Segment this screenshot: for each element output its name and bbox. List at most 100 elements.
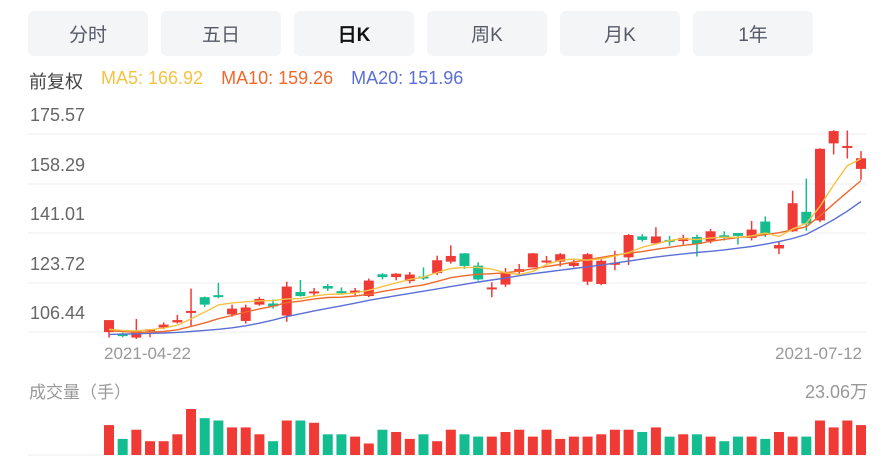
candle-body (104, 320, 114, 333)
volume-bar (131, 429, 142, 455)
volume-bar (678, 434, 689, 455)
volume-bar (637, 432, 648, 455)
candle-body (404, 274, 415, 282)
candle-body (172, 320, 183, 323)
volume-bar (172, 434, 183, 455)
volume-bar (650, 427, 661, 455)
volume-bar (801, 436, 812, 455)
volume-bar (719, 441, 730, 455)
volume-bar (555, 438, 566, 455)
volume-max-label: 23.06万 (804, 382, 868, 402)
volume-bar (268, 441, 279, 455)
volume-bar (773, 432, 784, 455)
candle-body (596, 260, 607, 284)
volume-bar (486, 436, 497, 455)
volume-bar (254, 434, 265, 455)
indicator-legend: 前复权 MA5: 166.92 MA10: 159.26 MA20: 151.9… (29, 68, 463, 94)
candle-body (199, 297, 210, 305)
ma10-legend: MA10: 159.26 (221, 68, 334, 88)
candle-body (801, 211, 812, 224)
adjust-mode-label[interactable]: 前复权 (29, 72, 83, 92)
volume-bar (418, 434, 429, 455)
volume-bar (541, 429, 552, 455)
volume-bar (473, 436, 484, 455)
volume-bar (363, 443, 374, 455)
tab-five-day[interactable]: 五日 (161, 11, 281, 56)
candle-body (268, 303, 279, 307)
candle-body (445, 255, 456, 262)
candle-body (158, 324, 169, 328)
candle-body (309, 291, 320, 294)
volume-bar (213, 420, 224, 455)
candle-body (678, 237, 689, 242)
tab-monthly-k[interactable]: 月K (560, 11, 680, 56)
candle-body (186, 310, 197, 313)
volume-bar (336, 434, 347, 455)
candle-body (637, 236, 648, 240)
tab-weekly-k[interactable]: 周K (427, 11, 547, 56)
candle-body (432, 260, 443, 274)
period-tabs: 分时 五日 日K 周K 月K 1年 (28, 11, 813, 56)
volume-bar (623, 429, 634, 455)
candle-body (486, 287, 497, 290)
y-tick-label: 123.72 (30, 254, 86, 274)
volume-bar (609, 429, 620, 455)
candle-body (254, 298, 265, 305)
ma5-legend: MA5: 166.92 (101, 68, 204, 88)
candle-body (322, 286, 333, 289)
candle-body (623, 235, 634, 258)
volume-bar (377, 429, 388, 455)
volume-bar (814, 420, 825, 455)
volume-bar (295, 420, 306, 455)
volume-bar (227, 427, 238, 455)
volume-bar (240, 427, 251, 455)
tab-intraday[interactable]: 分时 (28, 11, 148, 56)
candle-body (377, 274, 388, 278)
ma10-line (108, 180, 862, 334)
volume-bar (445, 429, 456, 455)
candle-body (391, 273, 402, 278)
ma20-line (108, 200, 862, 336)
volume-bar (514, 429, 525, 455)
volume-bar (596, 434, 607, 455)
candle-body (842, 145, 853, 148)
volume-bar (404, 438, 415, 455)
volume-bar (527, 436, 538, 455)
candle-body (773, 245, 784, 249)
volume-bar (199, 418, 210, 455)
candle-body (295, 292, 306, 297)
candle-body (787, 203, 798, 232)
volume-bar (459, 434, 470, 455)
candle-body (336, 291, 347, 294)
volume-title: 成交量（手） (29, 383, 131, 402)
volume-bar (432, 441, 443, 455)
volume-bar (582, 436, 593, 455)
volume-bar (500, 432, 511, 455)
candle-body (568, 262, 579, 266)
tab-daily-k[interactable]: 日K (294, 11, 414, 56)
candle-body (350, 290, 361, 293)
x-start-date: 2021-04-22 (104, 344, 191, 363)
candle-body (719, 235, 730, 238)
tab-one-year[interactable]: 1年 (693, 11, 813, 56)
y-tick-label: 106.44 (30, 303, 86, 323)
x-end-date: 2021-07-12 (775, 344, 862, 363)
candle-body (856, 158, 866, 169)
candle-body (814, 148, 825, 221)
candle-body (760, 221, 771, 235)
candle-body (555, 254, 566, 262)
volume-bar (842, 420, 853, 455)
candle-body (691, 237, 702, 244)
y-tick-label: 175.57 (30, 105, 86, 125)
volume-bar (104, 425, 114, 455)
volume-bar (787, 436, 798, 455)
volume-bar (760, 438, 771, 455)
volume-bar (322, 434, 333, 455)
volume-bar (664, 436, 675, 455)
volume-bar (746, 436, 757, 455)
candle-body (828, 131, 839, 144)
candle-body (732, 233, 743, 236)
candle-body (213, 295, 224, 298)
volume-bar (391, 432, 402, 455)
